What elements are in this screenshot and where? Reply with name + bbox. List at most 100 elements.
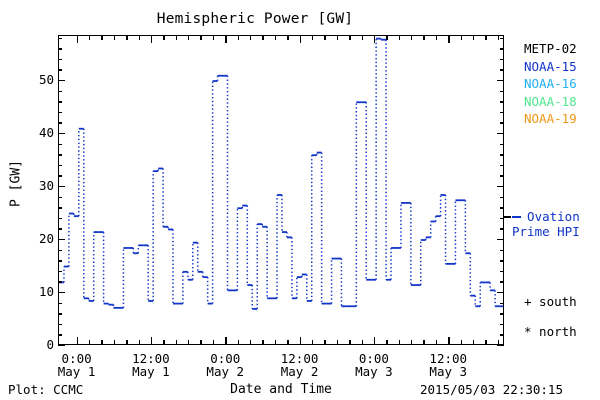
axis-tick	[58, 281, 62, 283]
axis-tick	[500, 260, 504, 262]
legend-ovation-prime-hpi: — Ovation Prime HPI	[512, 209, 580, 239]
axis-tick	[126, 35, 128, 40]
x-tick-label: 0:00 May 2	[190, 352, 260, 378]
axis-tick	[500, 69, 504, 71]
axis-tick	[411, 35, 413, 40]
axis-tick	[175, 340, 178, 345]
x-tick-time: 0:00	[61, 351, 92, 366]
axis-tick	[497, 340, 500, 345]
x-tick-date: May 2	[206, 364, 245, 379]
axis-tick	[500, 175, 504, 177]
axis-tick	[58, 133, 65, 135]
x-tick-label: 12:00 May 1	[116, 352, 186, 378]
axis-tick	[58, 313, 62, 315]
axis-tick	[58, 48, 62, 50]
axis-tick	[200, 35, 202, 40]
axis-tick	[225, 35, 227, 43]
y-axis-tick-labels: 0 10 20 30 40 50	[18, 0, 54, 400]
axis-tick	[386, 340, 388, 345]
y-tick-label: 10	[38, 284, 54, 299]
axis-tick	[373, 337, 376, 345]
axis-tick	[500, 281, 504, 283]
axis-tick	[188, 340, 190, 345]
timestamp: 2015/05/03 22:30:15	[420, 382, 563, 397]
axis-tick	[500, 313, 504, 315]
axis-tick	[262, 35, 264, 40]
axis-tick	[101, 35, 103, 40]
axis-tick	[287, 35, 289, 40]
axis-tick	[58, 270, 62, 273]
axis-tick	[58, 196, 62, 198]
axis-tick	[324, 35, 326, 40]
legend-satellites: METP-02 NOAA-15 NOAA-16 NOAA-18 NOAA-19	[524, 40, 577, 128]
axis-tick	[58, 164, 62, 167]
axis-tick	[58, 143, 62, 146]
page-title: Hemispheric Power [GW]	[156, 11, 354, 27]
axis-tick	[500, 270, 504, 273]
axis-tick	[361, 35, 363, 40]
legend-item-metp-02[interactable]: METP-02	[524, 41, 577, 56]
axis-tick	[500, 302, 504, 304]
axis-tick	[274, 340, 277, 345]
x-axis-title: Date and Time	[230, 382, 332, 397]
plot-credit: Plot: CCMC	[8, 382, 84, 397]
axis-tick	[497, 239, 504, 241]
x-tick-date: May 1	[57, 364, 96, 379]
axis-tick	[58, 58, 62, 61]
x-tick-date: May 3	[355, 364, 393, 379]
axis-tick	[76, 35, 78, 43]
axis-tick	[262, 340, 264, 345]
axis-tick	[113, 340, 116, 345]
legend-item-noaa-19[interactable]: NOAA-19	[524, 111, 577, 126]
axis-tick	[58, 239, 65, 241]
axis-tick	[175, 35, 178, 40]
x-tick-time: 12:00	[132, 351, 170, 366]
axis-tick	[58, 111, 62, 114]
axis-tick	[324, 340, 326, 345]
axis-tick	[485, 35, 487, 40]
axis-tick	[349, 340, 351, 345]
axis-tick	[411, 340, 413, 345]
legend-item-noaa-15[interactable]: NOAA-15	[524, 58, 577, 74]
x-tick-time: 12:00	[429, 351, 468, 366]
plot-area	[58, 35, 504, 345]
axis-tick	[58, 80, 65, 82]
axis-tick	[398, 340, 401, 345]
legend-item-noaa-16[interactable]: NOAA-16	[524, 76, 577, 91]
x-tick-date: May 3	[429, 364, 468, 379]
axis-tick	[101, 340, 103, 345]
x-tick-label: 0:00 May 1	[42, 352, 112, 378]
axis-tick	[497, 80, 504, 82]
x-tick-label: 12:00 May 2	[265, 352, 335, 378]
axis-tick	[500, 37, 504, 40]
axis-tick	[500, 90, 504, 93]
legend-item-noaa-18[interactable]: NOAA-18	[524, 93, 577, 109]
axis-tick	[373, 35, 376, 43]
axis-tick	[497, 35, 500, 40]
axis-tick	[448, 337, 450, 345]
axis-tick	[448, 35, 450, 43]
axis-tick	[473, 340, 475, 345]
axis-tick	[274, 35, 277, 40]
axis-tick	[225, 337, 227, 345]
axis-tick	[212, 35, 215, 40]
axis-tick	[200, 340, 202, 345]
axis-tick	[500, 207, 504, 209]
axis-tick	[237, 340, 240, 345]
axis-tick	[500, 323, 504, 326]
axis-tick	[398, 35, 401, 40]
axis-tick	[138, 35, 140, 40]
axis-tick	[188, 35, 190, 40]
axis-tick	[500, 154, 504, 156]
y-tick-label: 20	[38, 231, 54, 247]
axis-tick	[58, 122, 62, 124]
axis-tick	[163, 35, 165, 40]
axis-tick	[58, 345, 65, 347]
y-axis-title: P [GW]	[8, 160, 24, 207]
axis-tick	[58, 260, 62, 262]
axis-tick	[150, 337, 153, 345]
axis-tick	[299, 337, 301, 345]
x-tick-time: 0:00	[210, 351, 241, 366]
